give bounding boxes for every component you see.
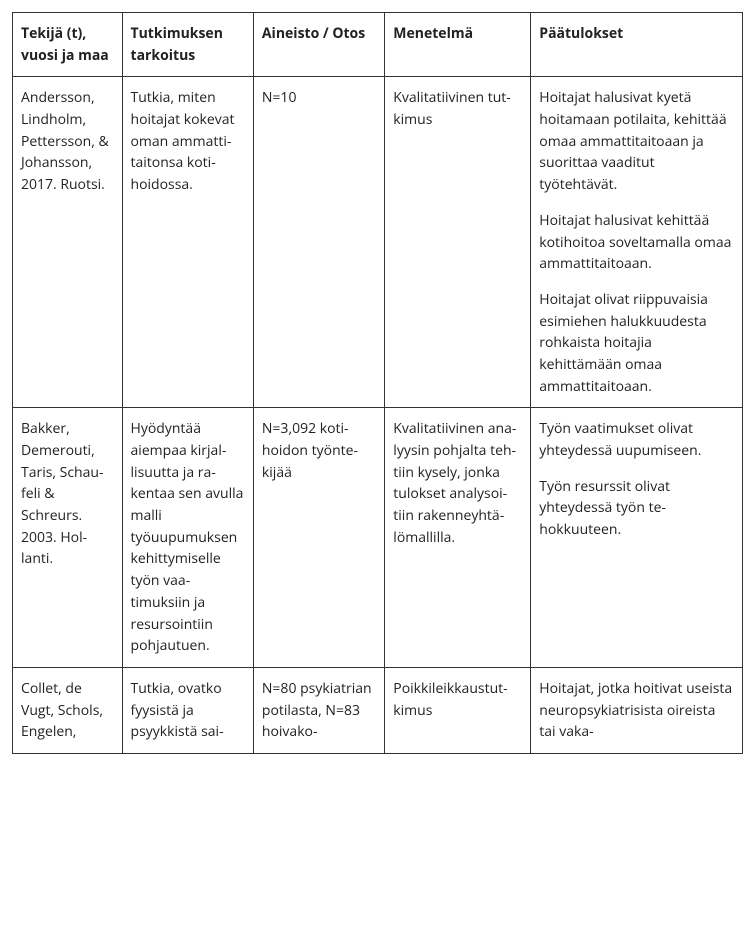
col-header-method: Menetelmä	[385, 13, 531, 77]
table-row: Bakker, Demerouti, Taris, Schau­feli & S…	[13, 408, 743, 668]
cell-purpose: Tutkia, ovatko fyysistä ja psyykkistä sa…	[122, 667, 253, 753]
cell-author: Bakker, Demerouti, Taris, Schau­feli & S…	[13, 408, 123, 668]
research-table: Tekijä (t), vuosi ja maa Tutkimuksen tar…	[12, 12, 743, 754]
cell-purpose: Hyödyntää aiempaa kirjal­lisuutta ja ra­…	[122, 408, 253, 668]
cell-purpose: Tutkia, miten hoitajat kokevat oman amma…	[122, 77, 253, 408]
cell-method: Kvalitatiivinen tut­kimus	[385, 77, 531, 408]
col-header-results: Päätulokset	[531, 13, 743, 77]
table-header-row: Tekijä (t), vuosi ja maa Tutkimuksen tar…	[13, 13, 743, 77]
table-row: Collet, de Vugt, Schols, Engelen, Tutkia…	[13, 667, 743, 753]
result-paragraph: Hoitajat olivat riippu­vaisia esimiehen …	[539, 289, 734, 397]
result-paragraph: Hoitajat halusivat kyetä hoitamaan potil…	[539, 87, 734, 195]
table-body: Andersson, Lindholm, Pettersson, & Johan…	[13, 77, 743, 754]
result-paragraph: Työn vaatimukset oli­vat yhteydessä uupu…	[539, 418, 734, 461]
cell-author: Andersson, Lindholm, Pettersson, & Johan…	[13, 77, 123, 408]
table-row: Andersson, Lindholm, Pettersson, & Johan…	[13, 77, 743, 408]
result-paragraph: Hoitajat, jotka hoitivat useista neurops…	[539, 678, 734, 743]
cell-results: Hoitajat, jotka hoitivat useista neurops…	[531, 667, 743, 753]
cell-results: Hoitajat halusivat kyetä hoitamaan potil…	[531, 77, 743, 408]
cell-sample: N=3,092 koti­hoidon työnte­kijää	[253, 408, 384, 668]
result-paragraph: Hoitajat halusivat ke­hittää kotihoitoa …	[539, 210, 734, 275]
col-header-sample: Aineisto / Otos	[253, 13, 384, 77]
cell-method: Kvalitatiivinen ana­lyysin pohjalta teh­…	[385, 408, 531, 668]
cell-sample: N=80 psykiatri­an potilasta, N=83 hoivak…	[253, 667, 384, 753]
cell-results: Työn vaatimukset oli­vat yhteydessä uupu…	[531, 408, 743, 668]
cell-method: Poikkileikkaustut­kimus	[385, 667, 531, 753]
cell-sample: N=10	[253, 77, 384, 408]
col-header-author: Tekijä (t), vuosi ja maa	[13, 13, 123, 77]
cell-author: Collet, de Vugt, Schols, Engelen,	[13, 667, 123, 753]
result-paragraph: Työn resurssit olivat yhteydessä työn te…	[539, 476, 734, 541]
col-header-purpose: Tutkimuksen tarkoitus	[122, 13, 253, 77]
